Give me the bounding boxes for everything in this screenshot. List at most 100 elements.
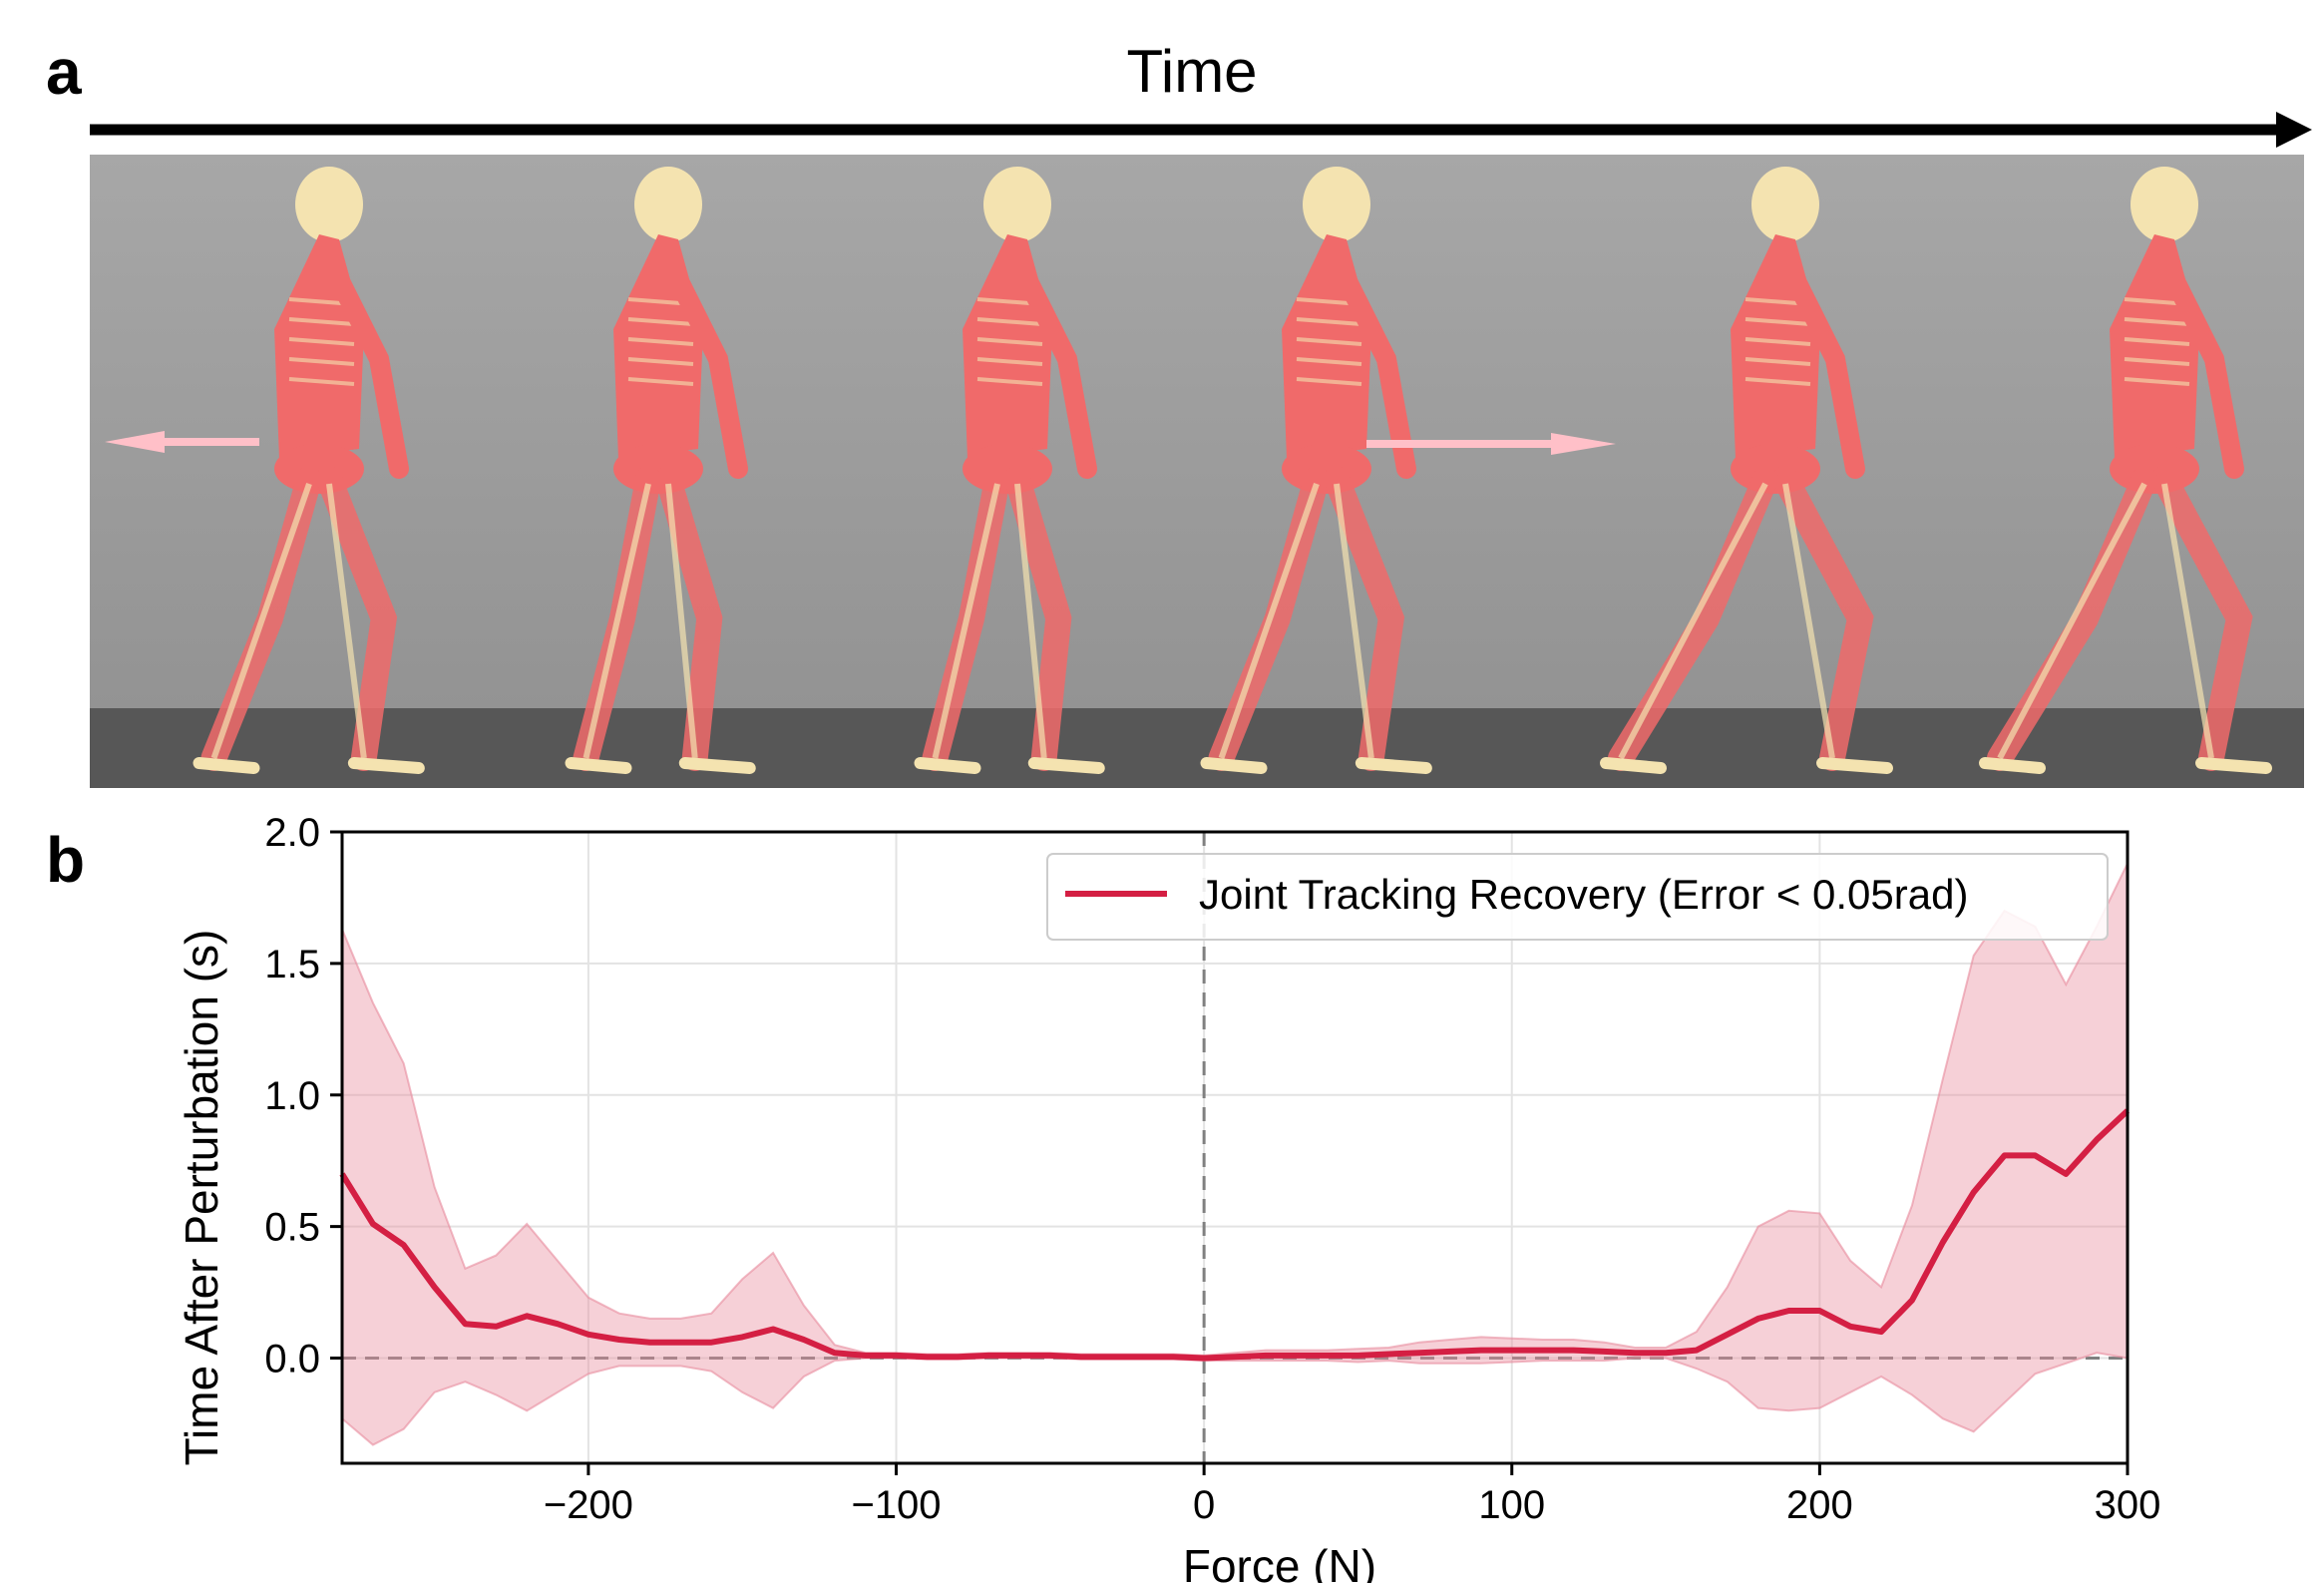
data-point [772, 1328, 774, 1330]
data-point [587, 1334, 589, 1336]
scene-floor [90, 708, 2304, 788]
data-point [710, 1342, 712, 1344]
data-point [679, 1342, 681, 1344]
y-axis-title: Time After Perturbation (s) [176, 930, 227, 1466]
data-point [618, 1339, 620, 1341]
data-point [1234, 1356, 1236, 1358]
arm [1017, 269, 1097, 479]
data-point [1172, 1356, 1174, 1358]
mean-recovery-line [339, 1108, 2130, 1362]
y-tick-label: 1.5 [264, 943, 320, 987]
skeleton-frame-2 [565, 167, 756, 774]
front-leg [1324, 466, 1405, 771]
data-point [957, 1356, 959, 1358]
data-point [926, 1356, 928, 1358]
data-point [526, 1315, 528, 1317]
skull [1751, 167, 1819, 242]
back-foot [193, 757, 260, 774]
data-point [434, 1286, 436, 1288]
arm [329, 269, 409, 479]
data-point [2127, 1110, 2129, 1112]
data-point [403, 1244, 405, 1246]
skeleton-frame-6 [1979, 167, 2272, 774]
skeleton-frame-4 [1200, 167, 1432, 774]
force-arrow-forward [1366, 433, 1616, 455]
data-point [896, 1355, 898, 1357]
front-leg [1004, 466, 1072, 771]
back-foot [1200, 757, 1268, 774]
y-tick-label: 1.0 [264, 1074, 320, 1118]
data-point [741, 1336, 743, 1338]
arm [1337, 269, 1416, 479]
data-point [1327, 1355, 1329, 1357]
confidence-band [341, 863, 2129, 1446]
front-foot [1355, 757, 1432, 774]
data-point [865, 1355, 867, 1357]
back-foot [1979, 757, 2046, 774]
y-tick-label: 2.0 [264, 811, 320, 855]
grid-lines [342, 831, 2129, 1463]
y-axis-ticks: 0.0 0.5 1.0 1.5 2.0 [264, 811, 342, 1382]
legend-label: Joint Tracking Recovery (Error < 0.05rad… [1199, 871, 1968, 918]
data-point [1080, 1356, 1082, 1358]
legend-box [1046, 853, 2109, 941]
skull [634, 167, 702, 242]
force-arrows [105, 431, 1616, 455]
data-point [1665, 1352, 1667, 1354]
data-point [464, 1323, 466, 1325]
front-leg [655, 466, 723, 771]
skull [983, 167, 1051, 242]
time-arrow [90, 112, 2312, 148]
data-point [557, 1323, 559, 1325]
skull [1303, 167, 1370, 242]
x-tick-label: −100 [851, 1483, 941, 1527]
data-point [1265, 1355, 1267, 1357]
data-point [2096, 1139, 2098, 1141]
front-leg [2151, 466, 2253, 771]
data-point [1788, 1310, 1790, 1312]
legend: Joint Tracking Recovery (Error < 0.05rad… [1046, 853, 2109, 941]
x-axis-title: Force (N) [1183, 1540, 1376, 1583]
x-tick-label: 200 [1786, 1483, 1853, 1527]
mean-line [339, 1108, 2130, 1362]
data-point [1356, 1355, 1358, 1357]
data-point [1727, 1334, 1729, 1336]
back-foot [1600, 757, 1667, 774]
data-point [2004, 1154, 2006, 1156]
arm [1785, 269, 1865, 479]
data-point [372, 1223, 374, 1225]
data-point [1542, 1350, 1544, 1352]
panel-a-figure [90, 112, 2312, 788]
data-point [803, 1339, 805, 1341]
panel-label-a: a [46, 36, 82, 108]
time-arrow-label: Time [1126, 38, 1258, 105]
back-foot [914, 757, 981, 774]
data-point [1049, 1355, 1051, 1357]
data-point [1418, 1352, 1420, 1354]
skeleton-frames [193, 167, 2272, 774]
data-point [1757, 1318, 1759, 1320]
arm [668, 269, 748, 479]
front-foot [1027, 757, 1105, 774]
data-point [1634, 1352, 1636, 1354]
reference-lines [342, 832, 2128, 1463]
panel-label-b: b [46, 824, 86, 896]
back-foot [565, 757, 632, 774]
data-point [341, 1173, 343, 1175]
data-point [2065, 1173, 2067, 1175]
data-point [1511, 1350, 1513, 1352]
y-tick-label: 0.0 [264, 1338, 320, 1382]
skull [295, 167, 363, 242]
data-point [1973, 1191, 1975, 1193]
skeleton-frame-1 [193, 167, 425, 774]
data-point [495, 1326, 497, 1328]
data-point [1387, 1354, 1389, 1356]
data-point [1572, 1350, 1574, 1352]
data-point [1480, 1350, 1482, 1352]
data-point [1141, 1356, 1143, 1358]
x-tick-label: 300 [2095, 1483, 2161, 1527]
data-point [987, 1355, 989, 1357]
data-point [834, 1352, 836, 1354]
skeleton-frame-5 [1600, 167, 1893, 774]
front-leg [1772, 466, 1874, 771]
